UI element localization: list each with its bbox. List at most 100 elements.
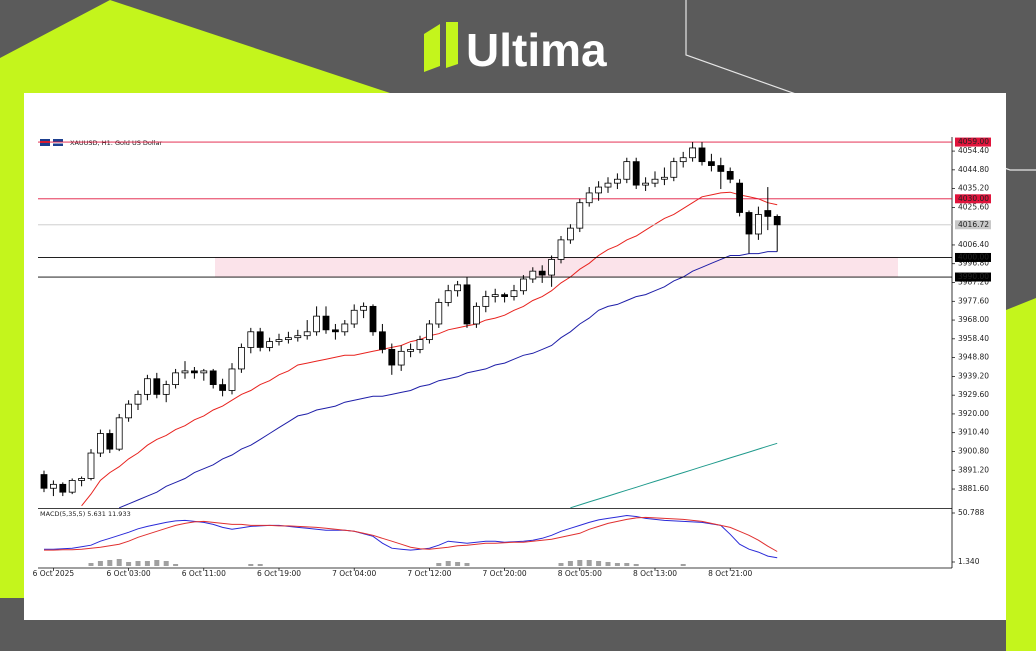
candle-body bbox=[764, 210, 772, 217]
macd-histogram-bar bbox=[577, 560, 583, 566]
candle-body bbox=[501, 294, 509, 297]
candle-body bbox=[388, 348, 396, 366]
candle-body bbox=[331, 329, 339, 333]
candle-body bbox=[679, 157, 687, 163]
candle-body bbox=[341, 323, 349, 333]
candle-body bbox=[520, 278, 527, 292]
accent-right bbox=[1006, 298, 1036, 651]
candle-body bbox=[209, 370, 217, 385]
x-tick-label: 7 Oct 12:00 bbox=[407, 569, 451, 578]
candle-body bbox=[745, 212, 753, 235]
macd-line bbox=[44, 514, 778, 559]
y-tick-label: 4044.80 bbox=[958, 165, 989, 174]
candle-body bbox=[632, 161, 640, 186]
level-box bbox=[955, 272, 991, 282]
candle-body bbox=[661, 176, 668, 180]
macd-histogram-bar bbox=[680, 564, 686, 566]
level-label: 3990.00 bbox=[958, 272, 989, 281]
candle-body bbox=[313, 315, 321, 333]
candle-body bbox=[50, 483, 57, 489]
candle-body bbox=[407, 348, 415, 352]
candle-body bbox=[435, 302, 443, 325]
macd-histogram-bar bbox=[567, 561, 573, 566]
candle-body bbox=[237, 347, 245, 370]
macd-title: MACD(5,35,5) 5.631 11.933 bbox=[40, 510, 131, 518]
candle-body bbox=[78, 478, 85, 481]
candle-body bbox=[529, 270, 537, 280]
macd-histogram-bar bbox=[248, 564, 254, 566]
macd-tick-label: 1.340 bbox=[958, 557, 980, 566]
x-tick-label: 8 Oct 21:00 bbox=[708, 569, 752, 578]
y-tick-label: 3958.40 bbox=[958, 334, 989, 343]
macd-histogram-bar bbox=[107, 560, 113, 566]
macd-histogram-bar bbox=[116, 559, 122, 566]
macd-histogram-bar bbox=[257, 564, 263, 566]
candle-body bbox=[87, 452, 95, 479]
y-tick-label: 3920.00 bbox=[958, 409, 989, 418]
x-tick-label: 7 Oct 04:00 bbox=[332, 569, 376, 578]
accent-left bbox=[0, 0, 390, 598]
candle-body bbox=[397, 350, 405, 366]
candle-body bbox=[68, 480, 76, 493]
candle-body bbox=[717, 165, 725, 172]
candle-body bbox=[219, 384, 227, 391]
y-tick-label: 3968.00 bbox=[958, 315, 989, 324]
macd-histogram-bar bbox=[88, 563, 94, 566]
level-label: 4059.00 bbox=[958, 137, 989, 146]
candle-body bbox=[303, 331, 311, 337]
macd-histogram-bar bbox=[624, 563, 630, 566]
candle-body bbox=[736, 182, 743, 213]
y-tick-label: 4025.60 bbox=[958, 202, 989, 211]
y-tick-label: 3910.40 bbox=[958, 428, 989, 437]
candle-body bbox=[350, 309, 358, 325]
y-tick-label: 3948.80 bbox=[958, 353, 989, 362]
y-tick-label: 3891.20 bbox=[958, 465, 989, 474]
candle-body bbox=[181, 370, 189, 374]
x-tick-label: 6 Oct 2025 bbox=[33, 569, 75, 578]
macd-line bbox=[44, 516, 778, 552]
x-tick-label: 8 Oct 13:00 bbox=[633, 569, 677, 578]
macd-histogram-bar bbox=[173, 564, 179, 566]
y-tick-label: 3929.60 bbox=[958, 390, 989, 399]
y-tick-label: 4006.40 bbox=[958, 240, 989, 249]
y-tick-label: 3996.80 bbox=[958, 259, 989, 268]
chart-title: XAUUSD, H1: Gold US Dollar bbox=[70, 139, 162, 147]
y-tick-label: 3987.20 bbox=[958, 278, 989, 287]
candle-body bbox=[200, 370, 208, 374]
level-box bbox=[955, 194, 991, 204]
macd-histogram-bar bbox=[614, 563, 620, 566]
level-label: 4016.72 bbox=[958, 220, 989, 229]
macd-histogram-bar bbox=[464, 563, 470, 566]
candle-body bbox=[247, 331, 255, 348]
level-label: 4000.00 bbox=[958, 252, 989, 261]
candle-body bbox=[567, 227, 574, 241]
candle-body bbox=[284, 337, 292, 341]
candle-body bbox=[125, 403, 132, 419]
macd-histogram-bar bbox=[144, 561, 150, 566]
candle-body bbox=[538, 270, 546, 276]
macd-histogram-bar bbox=[97, 561, 103, 566]
candle-body bbox=[689, 147, 696, 159]
moving-average bbox=[570, 442, 778, 509]
candle-body bbox=[698, 147, 706, 163]
candle-body bbox=[153, 378, 161, 395]
y-tick-label: 4054.40 bbox=[958, 146, 989, 155]
candle-body bbox=[190, 370, 198, 374]
candle-body bbox=[773, 216, 781, 226]
candle-body bbox=[454, 284, 462, 292]
candle-body bbox=[708, 161, 715, 166]
macd-histogram-bar bbox=[558, 563, 564, 566]
candle-body bbox=[416, 339, 424, 350]
x-tick-label: 6 Oct 19:00 bbox=[257, 569, 301, 578]
y-tick-label: 3977.60 bbox=[958, 296, 989, 305]
candle-body bbox=[510, 290, 518, 297]
macd-tick-label: 50.788 bbox=[958, 508, 984, 517]
macd-histogram-bar bbox=[633, 564, 639, 566]
macd-histogram-bar bbox=[605, 562, 611, 566]
candle-body bbox=[275, 339, 283, 342]
level-box bbox=[955, 252, 991, 262]
logo-icon bbox=[424, 24, 440, 72]
candle-body bbox=[294, 335, 302, 339]
